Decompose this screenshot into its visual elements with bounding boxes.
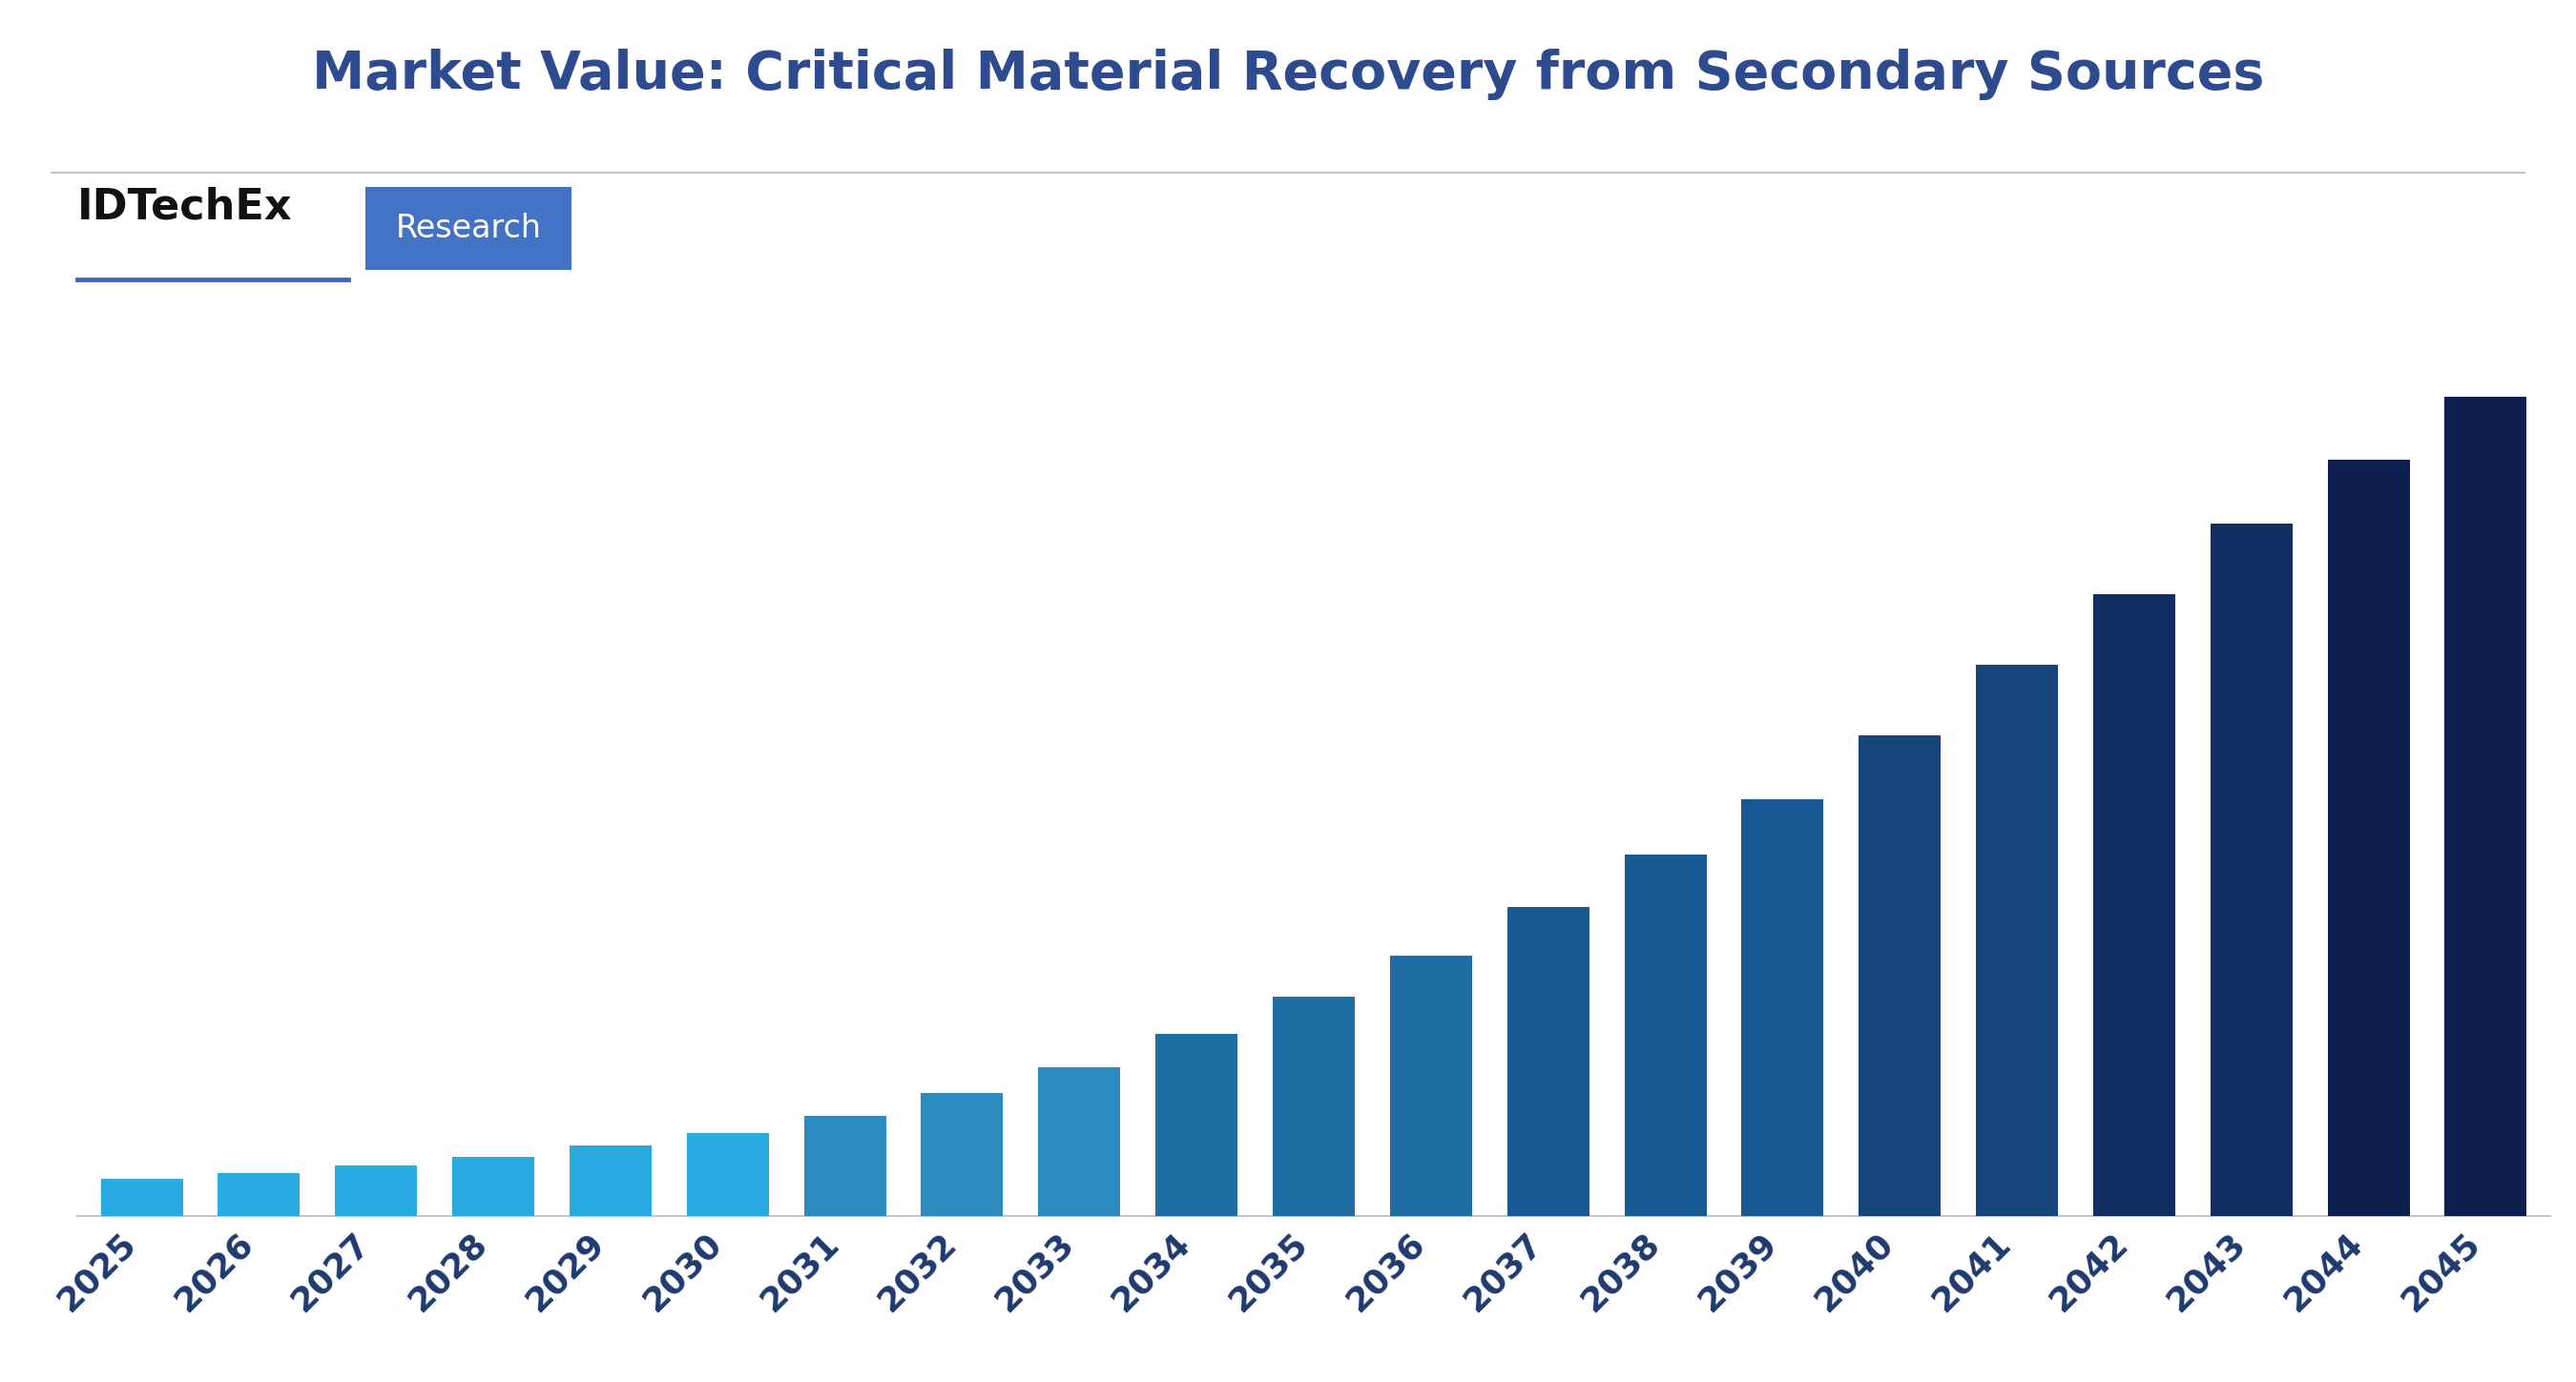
Bar	[1273, 996, 1355, 1216]
Bar	[1038, 1067, 1121, 1216]
Bar	[2445, 397, 2527, 1216]
Bar	[335, 1165, 417, 1216]
Bar	[1625, 855, 1705, 1216]
Text: Market Value: Critical Material Recovery from Secondary Sources: Market Value: Critical Material Recovery…	[312, 48, 2264, 100]
Text: Research: Research	[397, 213, 541, 243]
Bar	[2210, 524, 2293, 1216]
Bar	[2329, 460, 2409, 1216]
Bar	[453, 1157, 533, 1216]
Bar	[1157, 1034, 1236, 1216]
Bar	[100, 1179, 183, 1216]
Bar	[219, 1173, 299, 1216]
Bar	[1741, 799, 1824, 1216]
Bar	[688, 1133, 768, 1216]
Bar	[804, 1115, 886, 1216]
Bar	[2094, 594, 2174, 1216]
Bar	[1391, 955, 1471, 1216]
Bar	[1860, 735, 1940, 1216]
Text: IDTechEx: IDTechEx	[77, 187, 294, 228]
Bar	[922, 1093, 1002, 1216]
Bar	[1976, 665, 2058, 1216]
Bar	[1507, 907, 1589, 1216]
Bar	[569, 1146, 652, 1216]
